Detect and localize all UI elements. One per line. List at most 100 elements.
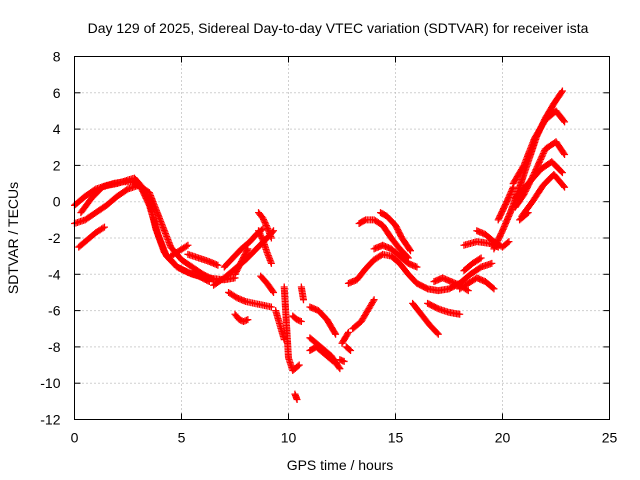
series-arc40 — [509, 107, 569, 188]
series-arc30 — [377, 209, 414, 255]
y-tick-label: -6 — [48, 303, 61, 319]
data-point-marker — [477, 254, 485, 262]
data-point-marker — [269, 287, 277, 295]
data-point-marker — [243, 246, 251, 254]
data-point-marker — [464, 287, 472, 295]
x-tick-label: 10 — [281, 430, 297, 446]
data-point-marker — [489, 284, 497, 292]
data-point-marker — [182, 242, 190, 250]
x-axis-label: GPS time / hours — [287, 457, 394, 473]
series-arc15 — [272, 307, 288, 344]
data-point-marker — [260, 217, 268, 225]
series-arc4 — [75, 223, 108, 251]
plot-frame — [74, 56, 610, 420]
data-point-marker — [557, 168, 565, 176]
y-tick-label: 8 — [53, 49, 61, 65]
series-arc12 — [255, 209, 275, 242]
y-tick-label: -2 — [48, 230, 61, 246]
data-point-marker — [100, 223, 108, 231]
data-point-marker — [504, 239, 512, 247]
series-arc5 — [167, 241, 192, 260]
y-tick-label: 4 — [53, 121, 61, 137]
series-arc19 — [297, 283, 307, 304]
y-tick-label: 6 — [53, 85, 61, 101]
data-point-marker — [258, 234, 266, 242]
data-point-marker — [244, 245, 252, 253]
y-tick-label: 0 — [53, 194, 61, 210]
series-arc13 — [255, 227, 275, 267]
data-point-marker — [406, 245, 414, 253]
series-arc3 — [77, 178, 213, 286]
data-point-marker — [295, 361, 303, 369]
data-point-marker — [257, 233, 265, 241]
series-arc24 — [338, 328, 352, 347]
data-point-marker — [261, 219, 269, 227]
data-point-marker — [257, 231, 265, 239]
data-points — [71, 87, 569, 404]
data-point-marker — [523, 210, 531, 218]
series-arc14 — [257, 272, 278, 296]
series-arc16 — [280, 283, 303, 374]
data-point-marker — [561, 118, 569, 126]
data-point-marker — [347, 347, 355, 355]
data-point-marker — [262, 222, 270, 230]
x-tick-label: 0 — [71, 430, 79, 446]
data-point-marker — [490, 285, 498, 293]
data-point-marker — [294, 362, 302, 370]
data-point-marker — [259, 214, 267, 222]
data-point-marker — [369, 297, 377, 305]
data-point-marker — [244, 316, 252, 324]
data-point-marker — [345, 346, 353, 354]
data-point-marker — [99, 224, 107, 232]
data-point-marker — [267, 303, 275, 311]
y-tick-labels: -12 -10 -8 -6 -4 -2 0 2 4 6 8 — [40, 49, 60, 428]
data-point-marker — [558, 87, 566, 95]
data-point-marker — [205, 278, 213, 286]
series-arc32 — [424, 299, 464, 318]
data-point-marker — [267, 259, 275, 267]
data-point-marker — [340, 357, 348, 365]
data-point-marker — [560, 117, 568, 125]
data-point-marker — [184, 241, 192, 249]
series-arc25 — [342, 343, 355, 355]
data-point-marker — [256, 230, 264, 238]
data-point-marker — [297, 317, 305, 325]
data-point-marker — [433, 329, 441, 337]
series-arc9 — [231, 245, 252, 278]
data-point-marker — [270, 288, 278, 296]
data-point-marker — [434, 330, 442, 338]
series-arc42 — [511, 158, 566, 202]
data-point-marker — [406, 247, 414, 255]
data-point-marker — [558, 169, 566, 177]
series-arc11 — [225, 288, 275, 311]
data-point-marker — [267, 234, 275, 242]
series-arc26 — [349, 296, 378, 333]
x-tick-label: 25 — [602, 430, 618, 446]
data-point-marker — [293, 396, 301, 404]
series-arc33 — [430, 274, 472, 295]
x-tick-label: 5 — [178, 430, 186, 446]
series-arc23 — [336, 356, 348, 365]
data-point-marker — [559, 182, 567, 190]
series-arc31 — [409, 299, 442, 338]
series-arc10 — [231, 310, 252, 325]
x-tick-label: 15 — [388, 430, 404, 446]
data-point-marker — [335, 363, 343, 371]
series-arc18 — [291, 390, 301, 404]
data-point-marker — [204, 277, 212, 285]
data-point-marker — [344, 330, 352, 338]
data-point-marker — [330, 358, 338, 366]
series-arc17 — [289, 312, 305, 325]
data-point-marker — [255, 228, 263, 236]
series-arc29 — [370, 241, 421, 271]
y-tick-label: -10 — [40, 375, 60, 391]
y-tick-label: -4 — [48, 266, 61, 282]
data-point-marker — [344, 328, 352, 336]
data-point-marker — [561, 183, 569, 191]
data-point-marker — [456, 310, 464, 318]
y-tick-label: -8 — [48, 339, 61, 355]
series-arc28 — [355, 216, 412, 262]
data-point-marker — [370, 296, 378, 304]
data-point-marker — [255, 227, 263, 235]
